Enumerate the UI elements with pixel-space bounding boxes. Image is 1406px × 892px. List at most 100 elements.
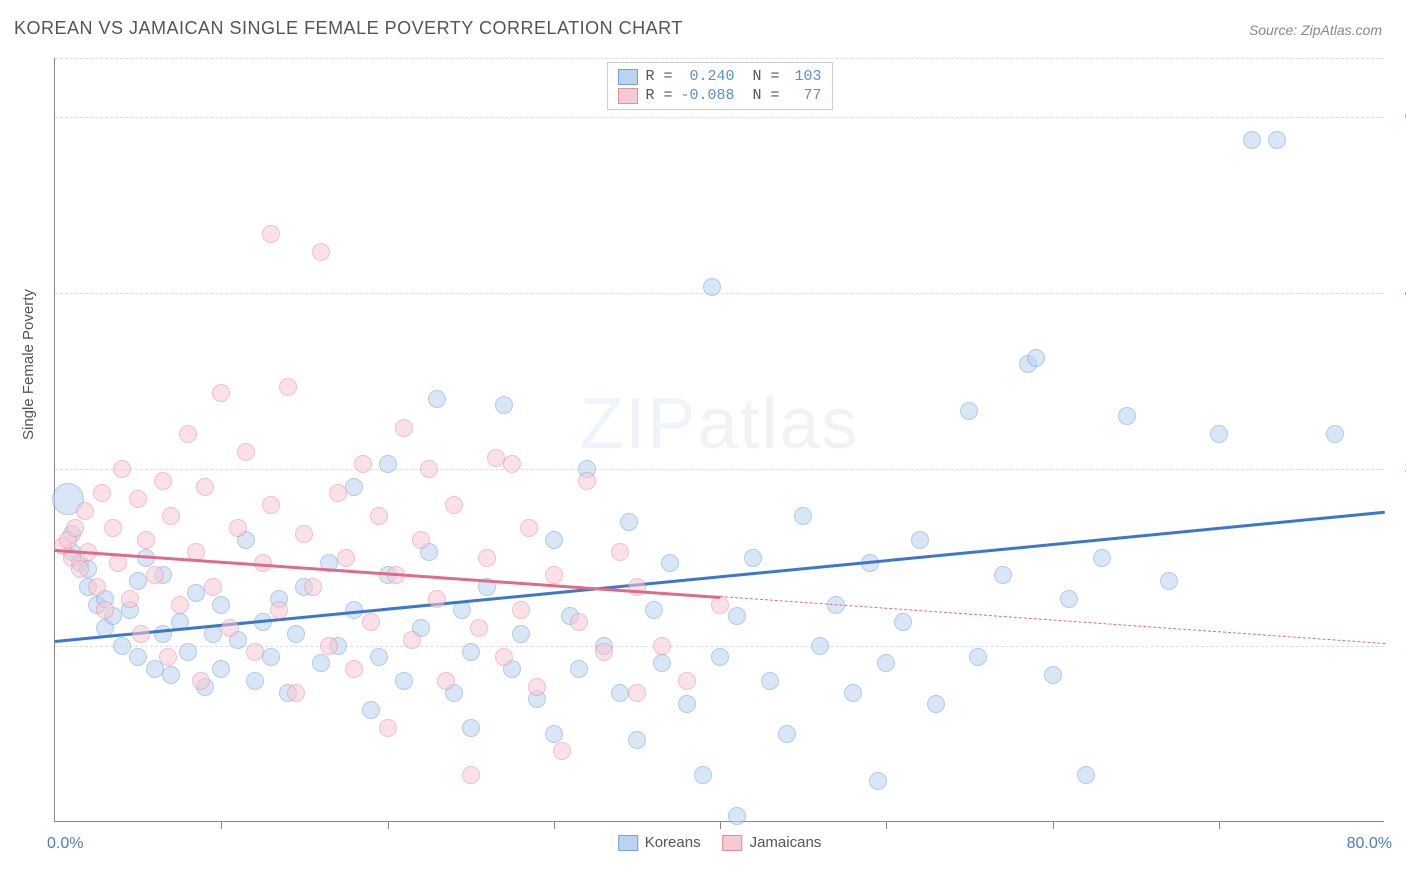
data-point <box>495 648 513 666</box>
data-point <box>611 684 629 702</box>
data-point <box>453 601 471 619</box>
data-point <box>678 695 696 713</box>
data-point <box>661 554 679 572</box>
data-point <box>553 742 571 760</box>
data-point <box>478 549 496 567</box>
x-axis-min-label: 0.0% <box>47 835 83 853</box>
data-point <box>104 519 122 537</box>
data-point <box>969 648 987 666</box>
data-point <box>354 455 372 473</box>
data-point <box>1027 349 1045 367</box>
data-point <box>437 672 455 690</box>
data-point <box>761 672 779 690</box>
data-point <box>487 449 505 467</box>
data-point <box>312 654 330 672</box>
trend-line <box>55 511 1385 643</box>
y-tick-label: 30.0% <box>1390 460 1406 478</box>
data-point <box>162 666 180 684</box>
watermark: ZIPatlas <box>579 383 859 465</box>
data-point <box>262 648 280 666</box>
legend-swatch <box>618 835 638 851</box>
data-point <box>512 625 530 643</box>
data-point <box>960 402 978 420</box>
legend-swatch <box>617 69 637 85</box>
data-point <box>728 807 746 825</box>
x-tick <box>886 821 887 829</box>
data-point <box>927 695 945 713</box>
y-axis-title: Single Female Poverty <box>20 289 37 440</box>
data-point <box>312 243 330 261</box>
data-point <box>503 455 521 473</box>
data-point <box>379 455 397 473</box>
data-point <box>570 613 588 631</box>
data-point <box>728 607 746 625</box>
data-point <box>179 425 197 443</box>
data-point <box>911 531 929 549</box>
data-point <box>395 419 413 437</box>
data-point <box>212 596 230 614</box>
data-point <box>1326 425 1344 443</box>
gridline <box>55 293 1384 294</box>
data-point <box>1077 766 1095 784</box>
data-point <box>711 648 729 666</box>
legend-swatch <box>617 88 637 104</box>
data-point <box>428 590 446 608</box>
data-point <box>179 643 197 661</box>
data-point <box>362 701 380 719</box>
data-point <box>1118 407 1136 425</box>
data-point <box>1044 666 1062 684</box>
data-point <box>794 507 812 525</box>
data-point <box>470 619 488 637</box>
data-point <box>212 660 230 678</box>
data-point <box>445 496 463 514</box>
data-point <box>512 601 530 619</box>
x-tick <box>1053 821 1054 829</box>
data-point <box>154 625 172 643</box>
data-point <box>628 578 646 596</box>
series-legend: Koreans Jamaicans <box>618 834 822 851</box>
data-point <box>428 390 446 408</box>
data-point <box>894 613 912 631</box>
data-point <box>154 472 172 490</box>
data-point <box>1210 425 1228 443</box>
data-point <box>844 684 862 702</box>
data-point <box>628 684 646 702</box>
data-point <box>1060 590 1078 608</box>
data-point <box>628 731 646 749</box>
data-point <box>287 684 305 702</box>
data-point <box>337 549 355 567</box>
data-point <box>129 648 147 666</box>
data-point <box>703 278 721 296</box>
data-point <box>192 672 210 690</box>
data-point <box>246 672 264 690</box>
x-tick <box>1219 821 1220 829</box>
data-point <box>528 678 546 696</box>
data-point <box>570 660 588 678</box>
data-point <box>694 766 712 784</box>
data-point <box>362 613 380 631</box>
data-point <box>653 637 671 655</box>
legend-item: Koreans <box>618 834 701 851</box>
data-point <box>645 601 663 619</box>
data-point <box>379 719 397 737</box>
data-point <box>345 478 363 496</box>
data-point <box>778 725 796 743</box>
data-point <box>462 643 480 661</box>
data-point <box>545 725 563 743</box>
data-point <box>1093 549 1111 567</box>
data-point <box>1243 131 1261 149</box>
data-point <box>237 443 255 461</box>
data-point <box>1160 572 1178 590</box>
data-point <box>129 572 147 590</box>
data-point <box>1268 131 1286 149</box>
data-point <box>204 578 222 596</box>
x-tick <box>388 821 389 829</box>
x-tick <box>221 821 222 829</box>
data-point <box>620 513 638 531</box>
data-point <box>304 578 322 596</box>
data-point <box>877 654 895 672</box>
data-point <box>262 496 280 514</box>
x-axis-max-label: 80.0% <box>1347 835 1392 853</box>
legend-item: Jamaicans <box>723 834 822 851</box>
data-point <box>869 772 887 790</box>
